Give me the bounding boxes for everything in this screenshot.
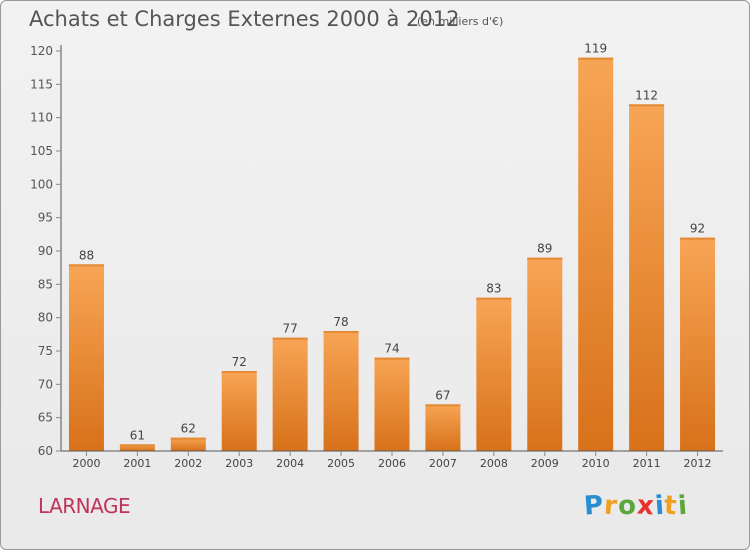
bar-2002 <box>170 437 206 451</box>
bars: 88 61 62 72 77 78 74 67 83 89 119 112 92 <box>68 42 716 452</box>
bar-top-edge <box>680 237 716 240</box>
bar-value-label: 92 <box>690 222 705 236</box>
y-axis: 60 65 70 75 80 85 90 95 100 105 110 115 120 <box>30 44 62 458</box>
bar-value-label: 77 <box>283 322 298 336</box>
logo-letter: x <box>635 490 656 522</box>
y-tick-label: 60 <box>38 444 53 458</box>
bar-2011 <box>629 104 665 451</box>
bar-top-edge <box>374 357 410 360</box>
y-tick-label: 110 <box>30 111 53 125</box>
y-tick-label: 115 <box>30 77 53 91</box>
x-tick-label: 2010 <box>582 457 610 470</box>
y-tick-label: 85 <box>38 277 53 291</box>
logo-letter: i <box>676 490 689 522</box>
y-tick-label: 95 <box>38 211 53 225</box>
chart-title: Achats et Charges Externes 2000 à 2012 <box>29 7 460 31</box>
y-tick-label: 65 <box>38 411 53 425</box>
bar-value-label: 119 <box>584 42 607 56</box>
bar-2010 <box>578 57 614 452</box>
chart-subtitle: (en milliers d'€) <box>417 15 504 28</box>
x-tick-label: 2002 <box>174 457 202 470</box>
bar-top-edge <box>629 104 665 107</box>
x-axis: 2000 2001 2002 2003 2004 2005 2006 2007 2008 2009… <box>61 450 723 470</box>
x-tick-label: 2003 <box>225 457 253 470</box>
bar-2005 <box>323 331 359 451</box>
bar-top-edge <box>323 331 359 333</box>
bar-2008 <box>476 297 512 451</box>
x-tick-label: 2007 <box>429 457 457 470</box>
bar-top-edge <box>527 257 563 260</box>
bar-2009 <box>527 257 563 451</box>
bar-value-label: 74 <box>384 342 399 356</box>
bar-value-label: 78 <box>333 315 348 329</box>
x-tick-label: 2004 <box>276 457 304 470</box>
y-tick-label: 75 <box>38 344 53 358</box>
bar-top-edge <box>170 437 206 440</box>
bar-top-edge <box>272 337 308 340</box>
logo-letter: P <box>582 490 606 522</box>
bar-value-label: 89 <box>537 242 552 256</box>
x-tick-label: 2011 <box>633 457 661 470</box>
bar-value-label: 62 <box>181 422 196 436</box>
bar-top-edge <box>119 444 155 447</box>
x-tick-label: 2000 <box>72 457 100 470</box>
bar-value-label: 112 <box>635 88 658 102</box>
bar-top-edge <box>578 57 614 60</box>
y-tick-label: 80 <box>38 311 53 325</box>
bar-top-edge <box>476 297 512 300</box>
bar-2007 <box>425 404 461 451</box>
bar-2006 <box>374 357 410 451</box>
bar-2004 <box>272 337 308 451</box>
bar-value-label: 83 <box>486 282 501 296</box>
bar-value-label: 67 <box>435 388 450 402</box>
bar-value-label: 88 <box>79 248 94 262</box>
bar-2000 <box>68 264 104 451</box>
bar-top-edge <box>221 371 257 373</box>
y-tick-label: 100 <box>30 177 53 191</box>
commune-name: LARNAGE <box>38 494 131 518</box>
bar-2001 <box>119 444 155 451</box>
x-tick-label: 2012 <box>684 457 712 470</box>
proxiti-logo: Proxiti <box>582 490 689 522</box>
bar-top-edge <box>68 264 104 267</box>
x-tick-label: 2006 <box>378 457 406 470</box>
bar-2003 <box>221 371 257 451</box>
y-tick-label: 105 <box>30 144 53 158</box>
bar-2012 <box>680 237 716 451</box>
bar-top-edge <box>425 404 461 407</box>
logo-letter: o <box>616 490 638 522</box>
bar-value-label: 72 <box>232 355 247 369</box>
bar-value-label: 61 <box>130 428 145 442</box>
x-tick-label: 2005 <box>327 457 355 470</box>
y-tick-label: 90 <box>38 244 53 258</box>
x-tick-label: 2008 <box>480 457 508 470</box>
y-tick-label: 70 <box>38 377 53 391</box>
x-tick-label: 2001 <box>123 457 151 470</box>
y-tick-label: 120 <box>30 44 53 58</box>
x-tick-label: 2009 <box>531 457 559 470</box>
